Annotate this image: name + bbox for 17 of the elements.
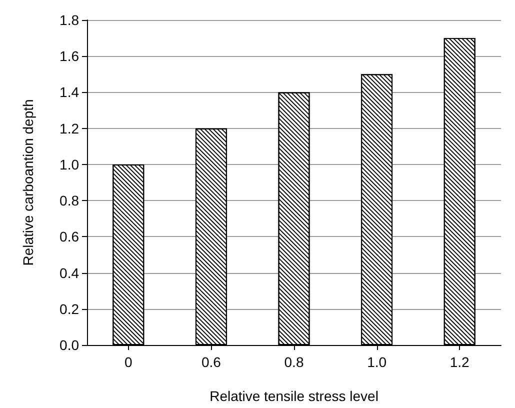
y-tick-label: 1.2 [60, 120, 80, 136]
y-tick-label: 1.0 [60, 156, 80, 172]
y-tick-label: 0.0 [60, 337, 80, 353]
y-tick-label: 1.6 [60, 48, 80, 64]
y-tick-label: 1.4 [60, 84, 80, 100]
x-tick-label: 0 [124, 354, 132, 370]
x-tick-label: 0.8 [284, 354, 304, 370]
y-axis-title: Relative carboantion depth [20, 99, 36, 266]
x-tick-label: 1.0 [367, 354, 387, 370]
x-axis-title: Relative tensile stress level [210, 388, 378, 404]
x-tick-label: 0.6 [201, 354, 222, 370]
y-tick-label: 0.2 [60, 300, 80, 317]
y-tick-label: 1.8 [60, 12, 80, 28]
y-tick-label: 0.8 [60, 192, 80, 209]
y-tick-label: 0.6 [60, 228, 80, 245]
y-tick-label: 0.4 [60, 264, 80, 281]
x-tick-label: 1.2 [450, 354, 470, 370]
